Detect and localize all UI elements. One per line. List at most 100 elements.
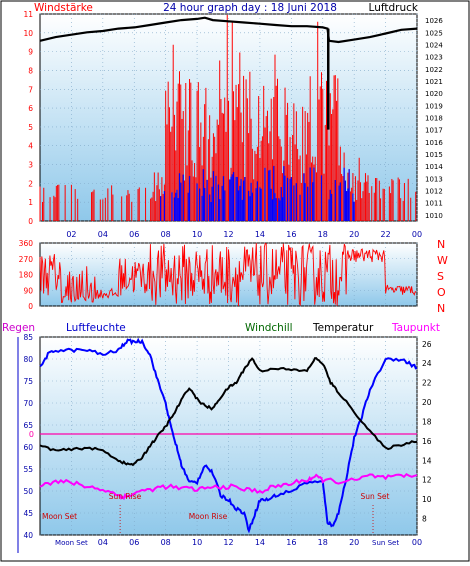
- humidity-tick-label: 80: [23, 355, 33, 364]
- hour-tick-label: 20: [349, 230, 359, 239]
- hour-tick-label: 16: [286, 538, 296, 547]
- compass-letter: S: [437, 270, 444, 283]
- temperature-tick-label: 8: [422, 515, 427, 524]
- hour-tick-label: 06: [129, 230, 139, 239]
- hour-tick-label: 14: [255, 230, 265, 239]
- dewpoint-series: [39, 472, 418, 501]
- pressure-tick-label: 1016: [425, 139, 443, 147]
- pressure-tick-label: 1026: [425, 17, 443, 25]
- wind-tick-label: 1: [28, 198, 33, 207]
- wind-direction-series: [39, 242, 417, 307]
- temperature-tick-label: 22: [422, 379, 432, 388]
- pressure-tick-label: 1022: [425, 66, 443, 74]
- direction-tick-label: 360: [19, 239, 34, 248]
- compass-letter: O: [437, 286, 446, 299]
- wind-direction-line: [39, 242, 417, 307]
- wind-tick-label: 10: [23, 29, 33, 38]
- compass-letter: N: [437, 238, 445, 251]
- temperature-tick-label: 12: [422, 476, 432, 485]
- temperature-tick-label: 26: [422, 340, 432, 349]
- temperature-tick-label: 10: [422, 495, 432, 504]
- chart-title: 24 hour graph day : 18 Juni 2018: [163, 2, 337, 14]
- pressure-tick-label: 1021: [425, 78, 443, 86]
- hour-tick-label: 22: [380, 230, 390, 239]
- hour-tick-label: 20: [349, 538, 359, 547]
- moon-set-label: Moon Set: [42, 512, 77, 521]
- hour-tick-label: 12: [223, 538, 233, 547]
- wind-x-ticks: 02 04 06 08 10 12 14 16 18 20 22 00: [66, 230, 422, 239]
- pressure-tick-label: 1024: [425, 41, 443, 49]
- hour-tick-label: 08: [161, 230, 171, 239]
- humidity-y-ticks: 40 45 50 55 60 65 70 75 80 85: [23, 333, 33, 540]
- pressure-tick-label: 1010: [425, 212, 443, 220]
- pressure-series: [39, 16, 418, 44]
- rain-zero-line: 0: [29, 430, 417, 439]
- wind-tick-label: 3: [28, 161, 33, 170]
- humidity-tick-label: 45: [23, 509, 33, 518]
- humidity-tick-label: 75: [23, 377, 33, 386]
- wind-tick-label: 5: [28, 123, 33, 132]
- sun-rise-label: Sun Rise: [109, 492, 142, 501]
- direction-tick-label: 0: [28, 302, 33, 311]
- gust-bars: [160, 165, 355, 221]
- humidity-tick-label: 55: [23, 465, 33, 474]
- hour-tick-label: 02: [66, 230, 76, 239]
- hour-tick-label: 14: [255, 538, 265, 547]
- hour-tick-label: 12: [223, 230, 233, 239]
- compass-letter: W: [437, 254, 448, 267]
- pressure-tick-label: 1013: [425, 175, 443, 183]
- astro-tick-label: Moon Set: [55, 539, 88, 547]
- temperature-label: Temperatur: [312, 322, 374, 334]
- temperature-tick-label: 18: [422, 417, 432, 426]
- pressure-y-ticks: 1010 1011 1012 1013 1014 1015 1016 1017 1018 1019…: [425, 17, 443, 220]
- direction-tick-label: 270: [19, 255, 34, 264]
- compass-letter: N: [437, 302, 445, 315]
- hour-tick-label: 08: [161, 538, 171, 547]
- hour-tick-label: 18: [318, 230, 328, 239]
- hour-tick-label: 00: [412, 538, 422, 547]
- pressure-tick-label: 1019: [425, 102, 443, 110]
- hour-tick-label: 04: [98, 538, 108, 547]
- pressure-tick-label: 1023: [425, 54, 443, 62]
- windchill-label: Windchill: [245, 322, 293, 334]
- moon-rise-label: Moon Rise: [189, 512, 228, 521]
- direction-tick-label: 90: [23, 286, 33, 295]
- temperature-tick-label: 24: [422, 359, 432, 368]
- pressure-tick-label: 1012: [425, 188, 443, 196]
- astro-annotations: Sun Rise Moon Set Moon Rise Sun Set: [42, 492, 390, 535]
- pressure-tick-label: 1020: [425, 90, 443, 98]
- pressure-tick-label: 1017: [425, 127, 443, 135]
- hour-tick-label: 10: [192, 538, 202, 547]
- wind-tick-label: 4: [28, 142, 33, 151]
- rain-zero-label: 0: [29, 430, 34, 439]
- pressure-line: [39, 16, 418, 130]
- rain-label: Regen: [2, 322, 35, 334]
- direction-tick-label: 180: [19, 271, 34, 280]
- wind-y-ticks: 0 1 2 3 4 5 6 7 8 9 10 11: [23, 10, 33, 226]
- hour-tick-label: 18: [318, 538, 328, 547]
- temperature-series: [39, 357, 418, 467]
- hour-tick-label: 16: [286, 230, 296, 239]
- temperature-tick-label: 16: [422, 437, 432, 446]
- wind-tick-label: 11: [23, 10, 33, 19]
- hour-tick-label: 10: [192, 230, 202, 239]
- wind-tick-label: 0: [28, 217, 33, 226]
- wind-tick-label: 6: [28, 104, 33, 113]
- humidity-temperature-panel: 0 Sun Rise Moon Set Moon Rise Sun Set 40 45 5…: [23, 333, 431, 547]
- wind-direction-y-ticks: 0 90 180 270 360: [19, 239, 34, 311]
- temperature-tick-label: 14: [422, 456, 432, 465]
- pressure-tick-label: 1025: [425, 29, 443, 37]
- humidity-label: Luftfeuchte: [66, 322, 126, 334]
- temperature-y-ticks: 8 10 12 14 16 18 20 22 24 26: [422, 340, 432, 524]
- astro-tick-label: Sun Set: [372, 539, 399, 547]
- humidity-tick-label: 85: [23, 333, 33, 342]
- hour-tick-label: 04: [98, 230, 108, 239]
- humidity-tick-label: 60: [23, 443, 33, 452]
- dewpoint-label: Taupunkt: [391, 322, 440, 334]
